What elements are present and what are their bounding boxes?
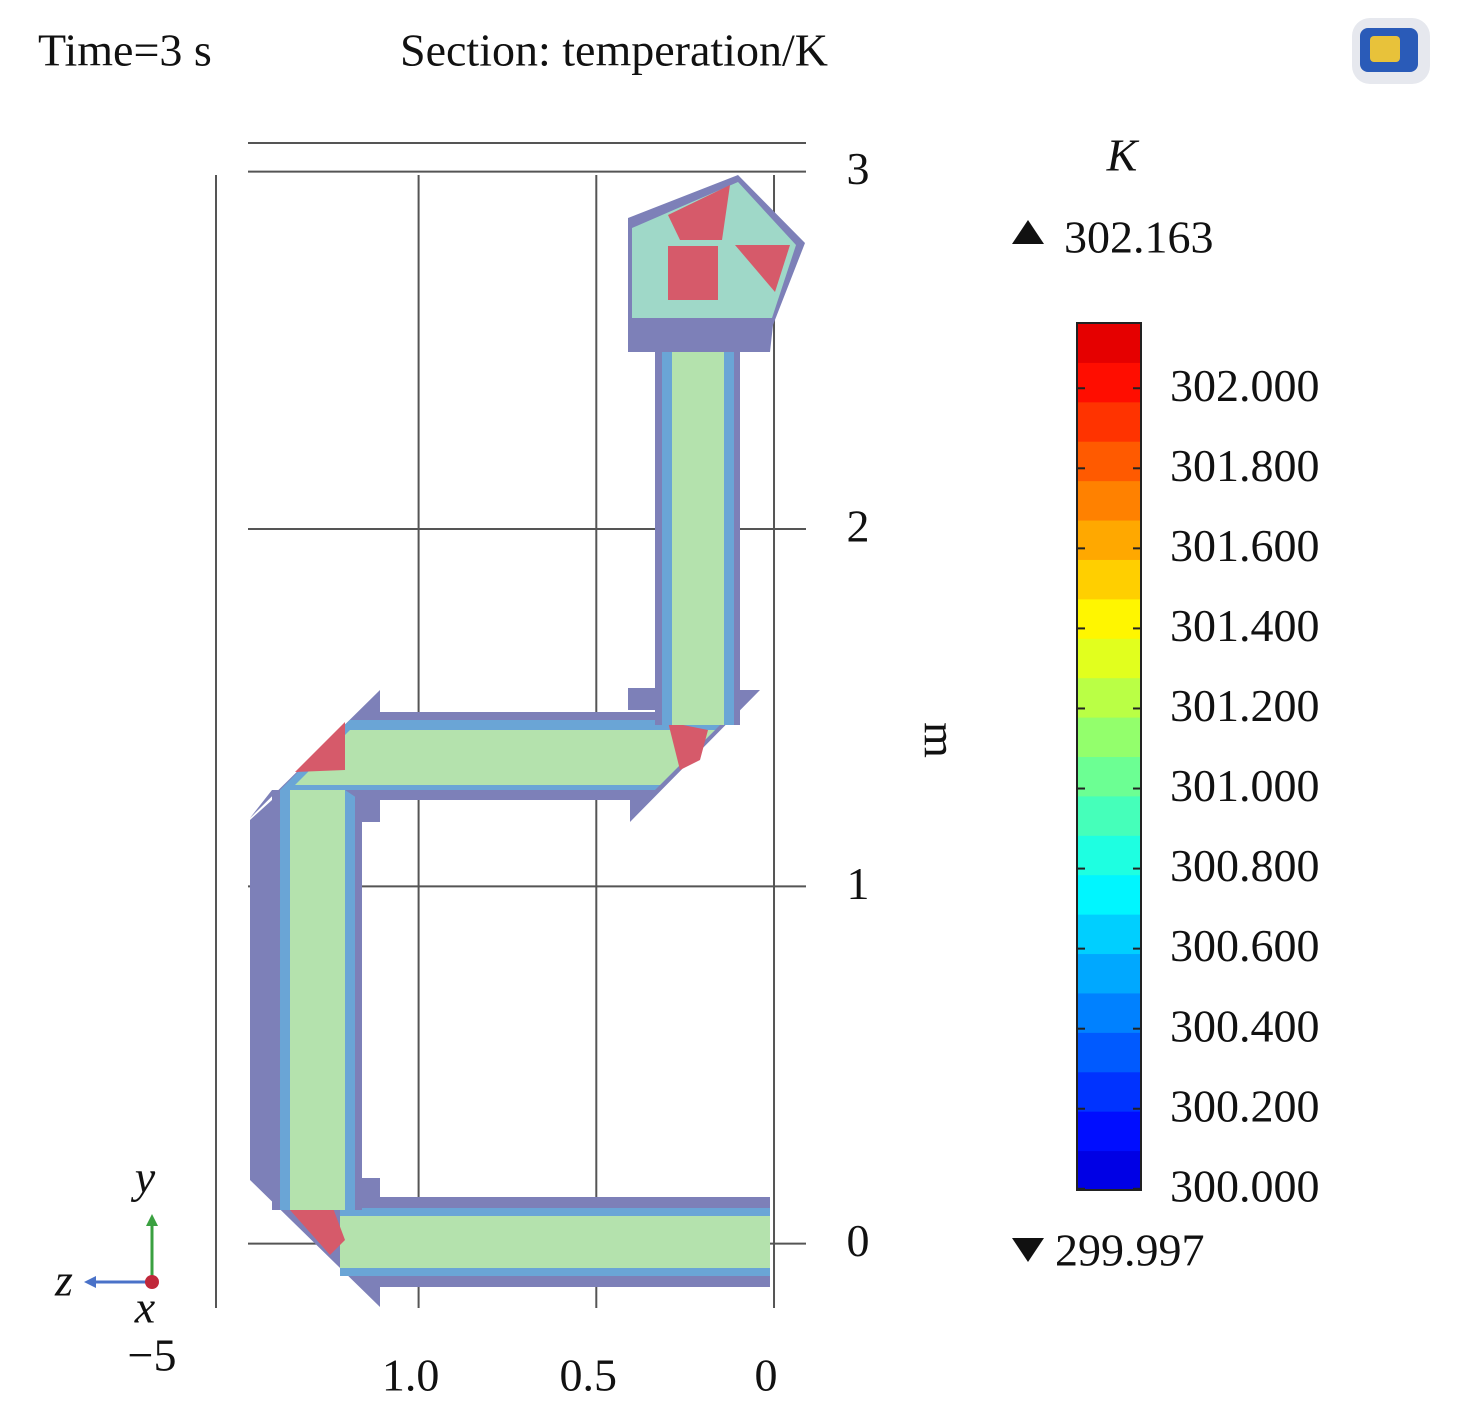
colorbar-tick-label: 300.800 xyxy=(1170,840,1320,891)
colorbar-max: 302.163 xyxy=(1064,212,1214,263)
colorbar-band xyxy=(1077,520,1141,560)
colorbar-band xyxy=(1077,598,1141,639)
x-tick-label: 1.0 xyxy=(382,1350,440,1401)
colorbar-band xyxy=(1077,1111,1141,1152)
axes: 1.0 0.5 0 0 1 2 3 xyxy=(382,143,870,1400)
colorbar-tick-label: 300.600 xyxy=(1170,920,1320,971)
colorbar-tick-label: 302.000 xyxy=(1170,360,1320,411)
colorbar-tick-label: 301.000 xyxy=(1170,760,1320,811)
triad-y: y xyxy=(131,1152,156,1203)
y-tick-label: 0 xyxy=(847,1215,870,1266)
colorbar-band xyxy=(1077,717,1141,757)
colorbar-band xyxy=(1077,756,1141,797)
colorbar-band xyxy=(1077,362,1141,403)
y-tick-label: 2 xyxy=(847,501,870,552)
min-marker xyxy=(1012,1238,1044,1262)
colorbar-tick-label: 301.200 xyxy=(1170,680,1320,731)
time-label: Time=3 s xyxy=(38,25,212,76)
triad-z: z xyxy=(54,1255,73,1306)
colorbar-tick-label: 301.800 xyxy=(1170,440,1320,491)
colorbar: 302.000 301.800 301.600 301.400 301.200 301.0… xyxy=(1076,322,1320,1211)
colorbar-min: 299.997 xyxy=(1055,1225,1205,1276)
colorbar-band xyxy=(1077,480,1141,521)
triad-offset: −5 xyxy=(128,1330,177,1381)
colorbar-band xyxy=(1077,677,1141,718)
colorbar-band xyxy=(1077,1071,1141,1112)
max-marker xyxy=(1012,220,1044,244)
y-tick-label: 3 xyxy=(847,143,870,194)
colorbar-tick-label: 301.600 xyxy=(1170,520,1320,571)
chart-title: Section: temperation/K xyxy=(400,25,828,76)
colorbar-band xyxy=(1077,401,1141,442)
colorbar-band xyxy=(1077,835,1141,876)
colorbar-band xyxy=(1077,992,1141,1033)
colorbar-tick-label: 300.400 xyxy=(1170,1000,1320,1051)
colorbar-band xyxy=(1077,323,1141,363)
view-icon[interactable] xyxy=(1352,18,1430,84)
x-tick-label: 0 xyxy=(755,1350,778,1401)
colorbar-band xyxy=(1077,559,1141,600)
colorbar-tick-label: 300.000 xyxy=(1170,1160,1320,1211)
colorbar-band xyxy=(1077,953,1141,994)
colorbar-band xyxy=(1077,441,1141,482)
pipe-geometry xyxy=(250,175,805,1307)
colorbar-tick-label: 301.400 xyxy=(1170,600,1320,651)
axis-triad: y z x −5 xyxy=(54,1152,176,1381)
colorbar-band xyxy=(1077,638,1141,679)
triad-x: x xyxy=(134,1282,156,1333)
colorbar-band xyxy=(1077,1150,1141,1191)
colorbar-band xyxy=(1077,1032,1141,1073)
colorbar-unit: K xyxy=(1106,130,1140,181)
colorbar-band xyxy=(1077,795,1141,836)
colorbar-frame xyxy=(1076,322,1142,1191)
y-axis-label: m xyxy=(914,722,965,758)
colorbar-band xyxy=(1077,874,1141,915)
colorbar-tick-label: 300.200 xyxy=(1170,1080,1320,1131)
colorbar-band xyxy=(1077,914,1141,955)
y-tick-label: 1 xyxy=(847,858,870,909)
x-tick-label: 0.5 xyxy=(560,1350,618,1401)
